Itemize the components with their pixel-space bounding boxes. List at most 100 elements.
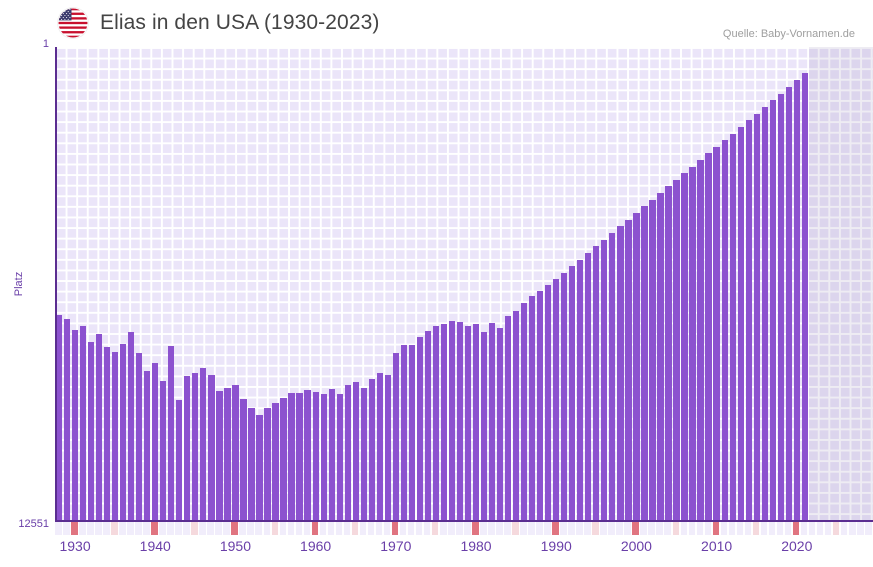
y-axis-line (55, 47, 57, 520)
x-axis-tick (375, 522, 383, 535)
x-axis-tick (632, 522, 639, 535)
x-axis-tick (480, 522, 487, 535)
x-axis-tick-label: 2020 (781, 538, 813, 554)
bar (416, 337, 423, 520)
x-axis-tick (536, 522, 543, 535)
x-axis-tick (808, 522, 816, 535)
bar (112, 351, 119, 520)
bar (320, 394, 327, 520)
x-axis-tick (816, 522, 824, 535)
bar (144, 371, 151, 520)
x-axis-tick (640, 522, 647, 535)
bar (55, 314, 63, 520)
x-axis-tick (407, 522, 415, 535)
x-axis-tick (608, 522, 615, 535)
bar (480, 331, 488, 520)
bar-series (55, 47, 873, 520)
x-axis-tick (367, 522, 375, 535)
x-axis-tick (111, 522, 118, 535)
x-axis-tick (207, 522, 214, 535)
bar (777, 93, 784, 520)
bar (440, 323, 448, 520)
bar (152, 362, 159, 520)
bar (184, 375, 191, 520)
x-axis-tick (119, 522, 126, 535)
bar (785, 86, 792, 520)
x-axis-tick (263, 522, 271, 535)
bar (71, 329, 79, 520)
bar (87, 342, 95, 520)
x-axis-tick-label: 1990 (540, 538, 572, 554)
bar (79, 325, 87, 520)
x-axis-tick-label: 1930 (59, 538, 91, 554)
x-axis-tick (664, 522, 672, 535)
bar (280, 397, 287, 520)
x-axis-tick (720, 522, 728, 535)
bar (168, 346, 175, 520)
bar (609, 233, 616, 520)
bar (745, 120, 752, 520)
bar (617, 226, 624, 520)
x-axis-tick (736, 522, 744, 535)
bar (553, 279, 560, 520)
x-axis-labels: 1930 1940 1950 1960 1970 1980 1990 2000 2010 2020 (55, 538, 873, 562)
x-axis-tick (175, 522, 182, 535)
bar (192, 373, 199, 520)
bar (689, 166, 696, 520)
bar (120, 343, 127, 520)
x-axis-tick (159, 522, 166, 535)
bar (488, 322, 496, 520)
x-axis-tick (223, 522, 230, 535)
x-axis-tick (351, 522, 359, 535)
bar (577, 259, 584, 520)
x-axis-tick (255, 522, 263, 535)
x-axis-tick (504, 522, 511, 535)
bar (400, 345, 407, 520)
x-axis-tick (143, 522, 150, 535)
bar (593, 246, 600, 520)
bar (793, 80, 800, 520)
x-axis-tick (680, 522, 688, 535)
x-axis-tick (792, 522, 800, 535)
x-axis-tick (696, 522, 704, 535)
bar (585, 253, 592, 520)
bar (376, 372, 383, 520)
bar (504, 315, 512, 520)
bar (681, 173, 688, 520)
bar (63, 319, 71, 520)
x-axis-tick (584, 522, 591, 535)
bar (633, 213, 640, 520)
bar (368, 379, 375, 520)
bar (729, 133, 736, 520)
x-axis-tick (103, 522, 110, 535)
y-axis-bottom-tick: 12551 (18, 518, 49, 530)
bar (408, 344, 415, 520)
x-axis-tick (327, 522, 335, 535)
x-axis-tick (335, 522, 343, 535)
bar (264, 408, 271, 520)
x-axis-tick (552, 522, 559, 535)
bar (753, 113, 760, 520)
x-axis-tick (239, 522, 246, 535)
x-axis-tick (672, 522, 680, 535)
bar (176, 399, 183, 520)
x-axis-tick (824, 522, 832, 535)
x-axis-tick (800, 522, 808, 535)
x-axis-tick (776, 522, 784, 535)
bar (512, 311, 520, 520)
bar (569, 265, 576, 520)
bar (657, 193, 664, 520)
x-axis-tick (279, 522, 287, 535)
x-axis-tick (512, 522, 519, 535)
x-axis-tick (760, 522, 768, 535)
bar (561, 272, 568, 520)
bar (95, 334, 103, 520)
x-axis-tick (728, 522, 736, 535)
x-axis-tick (231, 522, 238, 535)
x-axis-tick (704, 522, 712, 535)
x-axis-tick (167, 522, 174, 535)
bar (200, 367, 207, 520)
bar (240, 398, 247, 520)
bar (537, 291, 544, 520)
